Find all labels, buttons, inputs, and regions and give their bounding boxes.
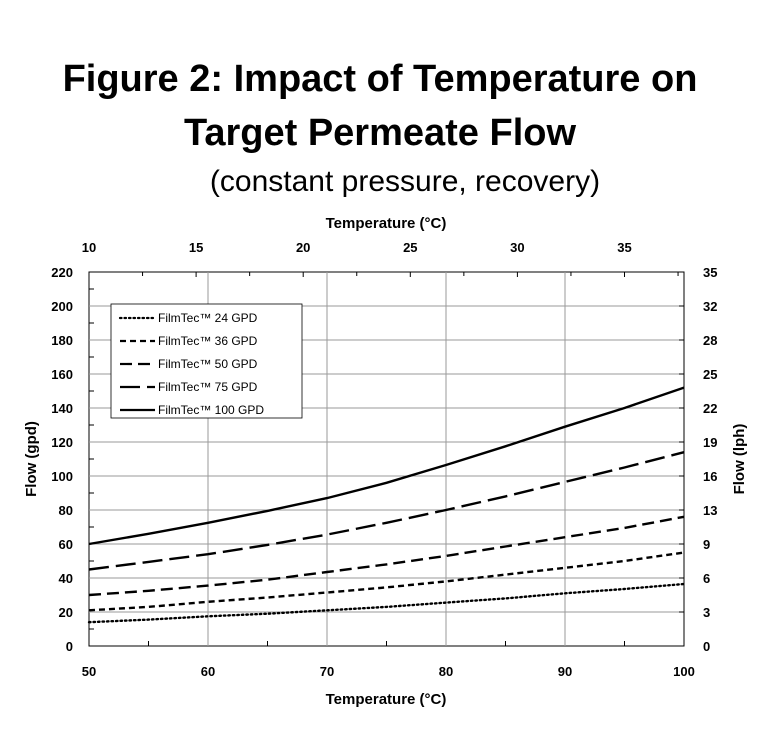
x-tick-label: 60: [201, 664, 215, 679]
y2-tick-label: 0: [703, 639, 710, 654]
y-tick-label: 80: [59, 503, 73, 518]
left-axis-label: Flow (gpd): [23, 421, 40, 497]
series-line-5: [88, 386, 685, 546]
legend-label: FilmTec™ 36 GPD: [158, 334, 258, 348]
tick-labels: 50 60 70 80 90 100020406080100120140160180200…: [51, 240, 717, 679]
chart-title-line-1: Figure 2: Impact of Temperature on: [62, 58, 698, 100]
y-tick-label: 120: [51, 435, 73, 450]
y2-tick-label: 35: [703, 265, 717, 280]
y2-tick-label: 3: [703, 605, 710, 620]
grid-lines: [89, 272, 684, 646]
y-tick-label: 140: [51, 401, 73, 416]
y-tick-label: 100: [51, 469, 73, 484]
series-line-2: [88, 551, 685, 612]
y-tick-label: 20: [59, 605, 73, 620]
y-tick-label: 40: [59, 571, 73, 586]
series-lines: [87, 386, 686, 624]
legend-label: FilmTec™ 75 GPD: [158, 380, 258, 394]
x-tick-label: 80: [439, 664, 453, 679]
y-tick-label: 60: [59, 537, 73, 552]
y2-tick-label: 22: [703, 401, 717, 416]
legend-label: FilmTec™ 50 GPD: [158, 357, 258, 371]
x-tick-label: 90: [558, 664, 572, 679]
legend-label: FilmTec™ 100 GPD: [158, 403, 264, 417]
y2-tick-label: 6: [703, 571, 710, 586]
x2-tick-label: 25: [403, 240, 417, 255]
legend: FilmTec™ 24 GPD FilmTec™ 36 GPD FilmTec™ 5…: [110, 303, 303, 419]
legend-box: [110, 303, 303, 419]
y2-tick-label: 28: [703, 333, 717, 348]
y-tick-label: 200: [51, 299, 73, 314]
y2-tick-label: 16: [703, 469, 717, 484]
top-axis-label: Temperature (°C): [326, 215, 447, 232]
series-line-1: [87, 582, 686, 624]
bottom-axis-label: Temperature (°C): [326, 691, 447, 708]
y-tick-label: 180: [51, 333, 73, 348]
x2-tick-label: 30: [510, 240, 524, 255]
right-axis-label: Flow (lph): [731, 424, 748, 495]
y2-tick-label: 32: [703, 299, 717, 314]
y-tick-label: 160: [51, 367, 73, 382]
y2-tick-label: 19: [703, 435, 717, 450]
chart-subtitle: (constant pressure, recovery): [209, 165, 601, 198]
x-tick-label: 100: [673, 664, 695, 679]
x-tick-label: 50: [82, 664, 96, 679]
x2-tick-label: 35: [617, 240, 631, 255]
y2-tick-label: 13: [703, 503, 717, 518]
legend-label: FilmTec™ 24 GPD: [158, 311, 258, 325]
y2-tick-label: 9: [703, 537, 710, 552]
y-tick-label: 0: [66, 639, 73, 654]
series-line-3: [88, 515, 685, 597]
x2-tick-label: 15: [189, 240, 203, 255]
y-tick-label: 220: [51, 265, 73, 280]
series-line-4: [88, 451, 685, 571]
x2-tick-label: 20: [296, 240, 310, 255]
y2-tick-label: 25: [703, 367, 717, 382]
chart-title-line-2: Target Permeate Flow: [183, 112, 577, 154]
x-tick-label: 70: [320, 664, 334, 679]
x2-tick-label: 10: [82, 240, 96, 255]
